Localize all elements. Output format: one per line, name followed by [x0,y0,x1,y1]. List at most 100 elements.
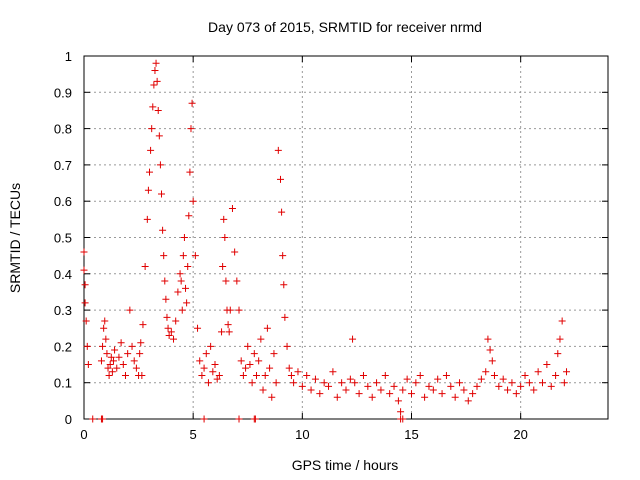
x-tick-label: 20 [513,427,527,442]
data-point [248,379,256,387]
data-point [403,375,411,383]
data-point [99,342,107,350]
data-point [373,379,381,387]
data-point [280,281,288,289]
data-point [257,335,265,343]
data-point [126,306,134,314]
data-point [107,353,115,361]
data-point [137,339,145,347]
data-point [80,266,88,274]
x-tick-label: 10 [295,427,309,442]
x-axis-title: GPS time / hours [292,457,399,473]
data-point [80,248,88,256]
data-point [530,386,538,394]
data-point [164,324,172,332]
data-point [495,382,503,390]
data-point [178,306,186,314]
data-point [184,263,192,271]
y-tick-label: 0.5 [54,231,72,246]
data-point [488,357,496,365]
data-point [165,332,173,340]
data-point [274,146,282,154]
data-point [499,375,507,383]
data-point [158,190,166,198]
y-tick-label: 0.4 [54,267,72,282]
data-point [517,382,525,390]
data-point [180,234,188,241]
data-point [303,371,311,379]
data-point [215,371,223,379]
data-point [386,390,394,398]
data-point [442,371,450,379]
data-point [159,226,167,234]
data-point [196,357,204,365]
chart-title: Day 073 of 2015, SRMTID for receiver nrm… [208,19,482,35]
data-point [233,277,241,285]
data-point [368,393,376,401]
data-point [81,281,89,289]
data-point [146,168,153,176]
data-point [277,175,284,183]
data-point [147,146,155,154]
data-point [111,346,119,354]
x-tick-label: 0 [80,427,87,442]
data-point [381,371,389,379]
data-point [144,186,152,194]
data-point [342,386,350,394]
data-point [287,371,295,379]
data-point [143,215,151,223]
data-point [563,368,571,376]
data-point [477,375,485,383]
data-point [226,306,234,314]
data-point [191,252,199,260]
data-point [251,415,259,423]
data-point [486,346,494,354]
data-point [290,379,298,387]
data-point [204,379,212,387]
data-point [416,371,424,379]
data-point [469,390,477,398]
data-point [377,386,385,394]
x-tick-label: 5 [190,427,197,442]
data-point [560,379,568,387]
data-point [209,368,217,376]
data-point [447,382,455,390]
data-point [394,397,402,405]
data-point [456,379,464,387]
data-point [113,364,121,372]
data-point [103,350,111,358]
data-point [89,415,97,423]
data-point [359,371,367,379]
data-point [246,361,254,369]
data-point [101,317,109,325]
data-point [153,77,161,85]
data-point [508,379,516,387]
data-point [172,317,180,325]
data-point [281,313,289,321]
data-point [408,390,415,398]
data-point [82,317,90,325]
data-point [189,197,197,205]
data-point [259,386,267,394]
data-point [154,106,162,114]
data-point [219,263,227,271]
data-point [558,317,566,325]
data-point [148,125,156,133]
y-axis-title: SRMTID / TECUs [7,183,23,293]
data-point [224,321,232,329]
data-point [132,364,140,372]
data-point [429,386,437,394]
data-point [539,379,546,387]
data-point [285,364,293,372]
data-point [188,99,196,107]
data-point [161,277,169,285]
data-point [117,339,125,347]
data-point [183,299,191,307]
data-point [220,215,228,223]
data-point [202,350,210,358]
data-point [460,386,468,394]
data-point [162,295,170,303]
axis-ticks: 0 5 10 15 20 0 0.1 0.2 0.3 0.4 0.5 0.6 0.7 0.8 0.9 1 [54,49,608,442]
y-tick-label: 0.8 [54,122,72,137]
